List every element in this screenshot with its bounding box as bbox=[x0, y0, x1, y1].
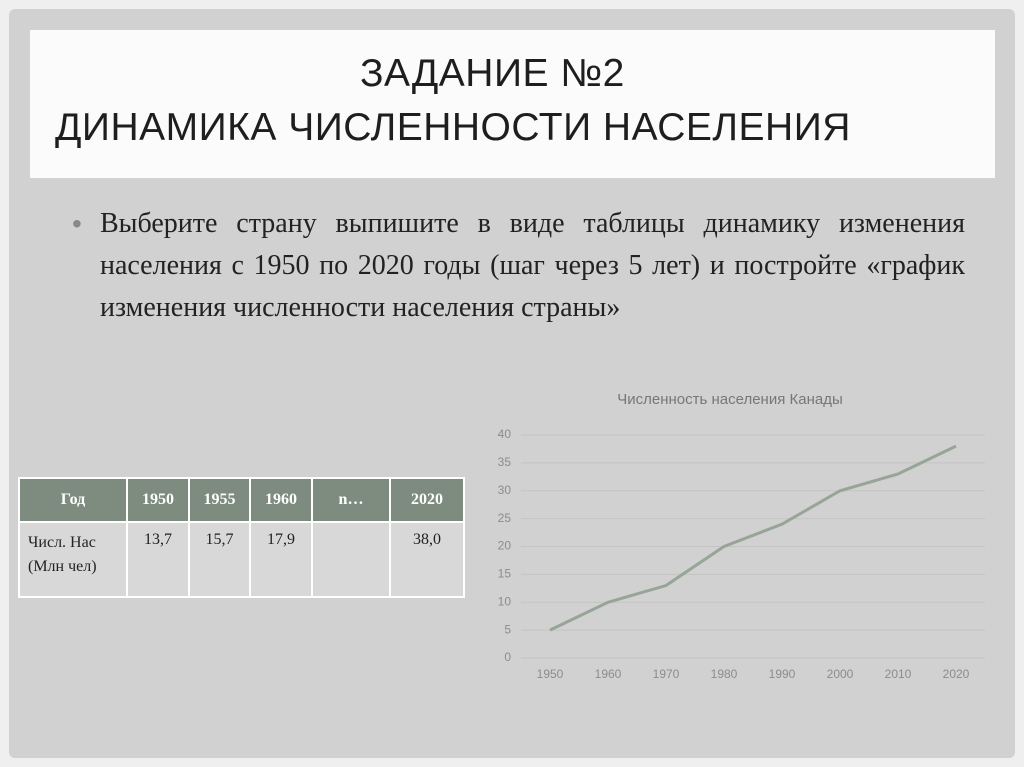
table-cell: Числ. Нас (Млн чел) bbox=[18, 521, 128, 598]
x-tick-label: 2020 bbox=[943, 667, 970, 681]
table-header: 2020 bbox=[389, 477, 465, 523]
data-line bbox=[549, 444, 957, 632]
title-box: ЗАДАНИЕ №2 ДИНАМИКА ЧИСЛЕННОСТИ НАСЕЛЕНИ… bbox=[30, 30, 995, 178]
y-tick-label: 5 bbox=[504, 622, 511, 636]
x-tick-label: 2000 bbox=[827, 667, 854, 681]
table-header: Год bbox=[18, 477, 128, 523]
x-tick-label: 1950 bbox=[537, 667, 564, 681]
table-cell: 15,7 bbox=[188, 521, 251, 598]
bullet-dot: • bbox=[72, 208, 82, 239]
y-tick-label: 20 bbox=[498, 539, 512, 553]
y-tick-label: 10 bbox=[498, 594, 512, 608]
y-tick-label: 0 bbox=[504, 650, 511, 664]
table-cell: 17,9 bbox=[249, 521, 313, 598]
y-tick-label: 35 bbox=[498, 455, 512, 469]
bullet-text: Выберите страну выпишите в виде таблицы … bbox=[100, 208, 965, 323]
x-tick-label: 1960 bbox=[595, 667, 622, 681]
table-header: 1955 bbox=[188, 477, 251, 523]
y-tick-label: 40 bbox=[498, 427, 512, 441]
table-cell: 13,7 bbox=[126, 521, 190, 598]
table-cell: 38,0 bbox=[389, 521, 465, 598]
chart-title: Численность населения Канады bbox=[617, 391, 843, 408]
table-cell bbox=[311, 521, 391, 598]
table-header: 1950 bbox=[126, 477, 190, 523]
y-tick-label: 30 bbox=[498, 483, 512, 497]
x-tick-label: 1980 bbox=[711, 667, 738, 681]
x-tick-label: 1970 bbox=[653, 667, 680, 681]
table-header: 1960 bbox=[249, 477, 313, 523]
x-tick-label: 2010 bbox=[885, 667, 912, 681]
title-line: ЗАДАНИЕ №2 bbox=[360, 52, 625, 95]
table-header: n… bbox=[311, 477, 391, 523]
y-tick-label: 25 bbox=[498, 511, 512, 525]
title-line: ДИНАМИКА ЧИСЛЕННОСТИ НАСЕЛЕНИЯ bbox=[55, 106, 851, 149]
x-tick-label: 1990 bbox=[769, 667, 796, 681]
y-tick-label: 15 bbox=[498, 567, 512, 581]
data-table: Год 1950 1955 1960 n… 2020 Числ. Нас (Мл… bbox=[18, 477, 465, 598]
